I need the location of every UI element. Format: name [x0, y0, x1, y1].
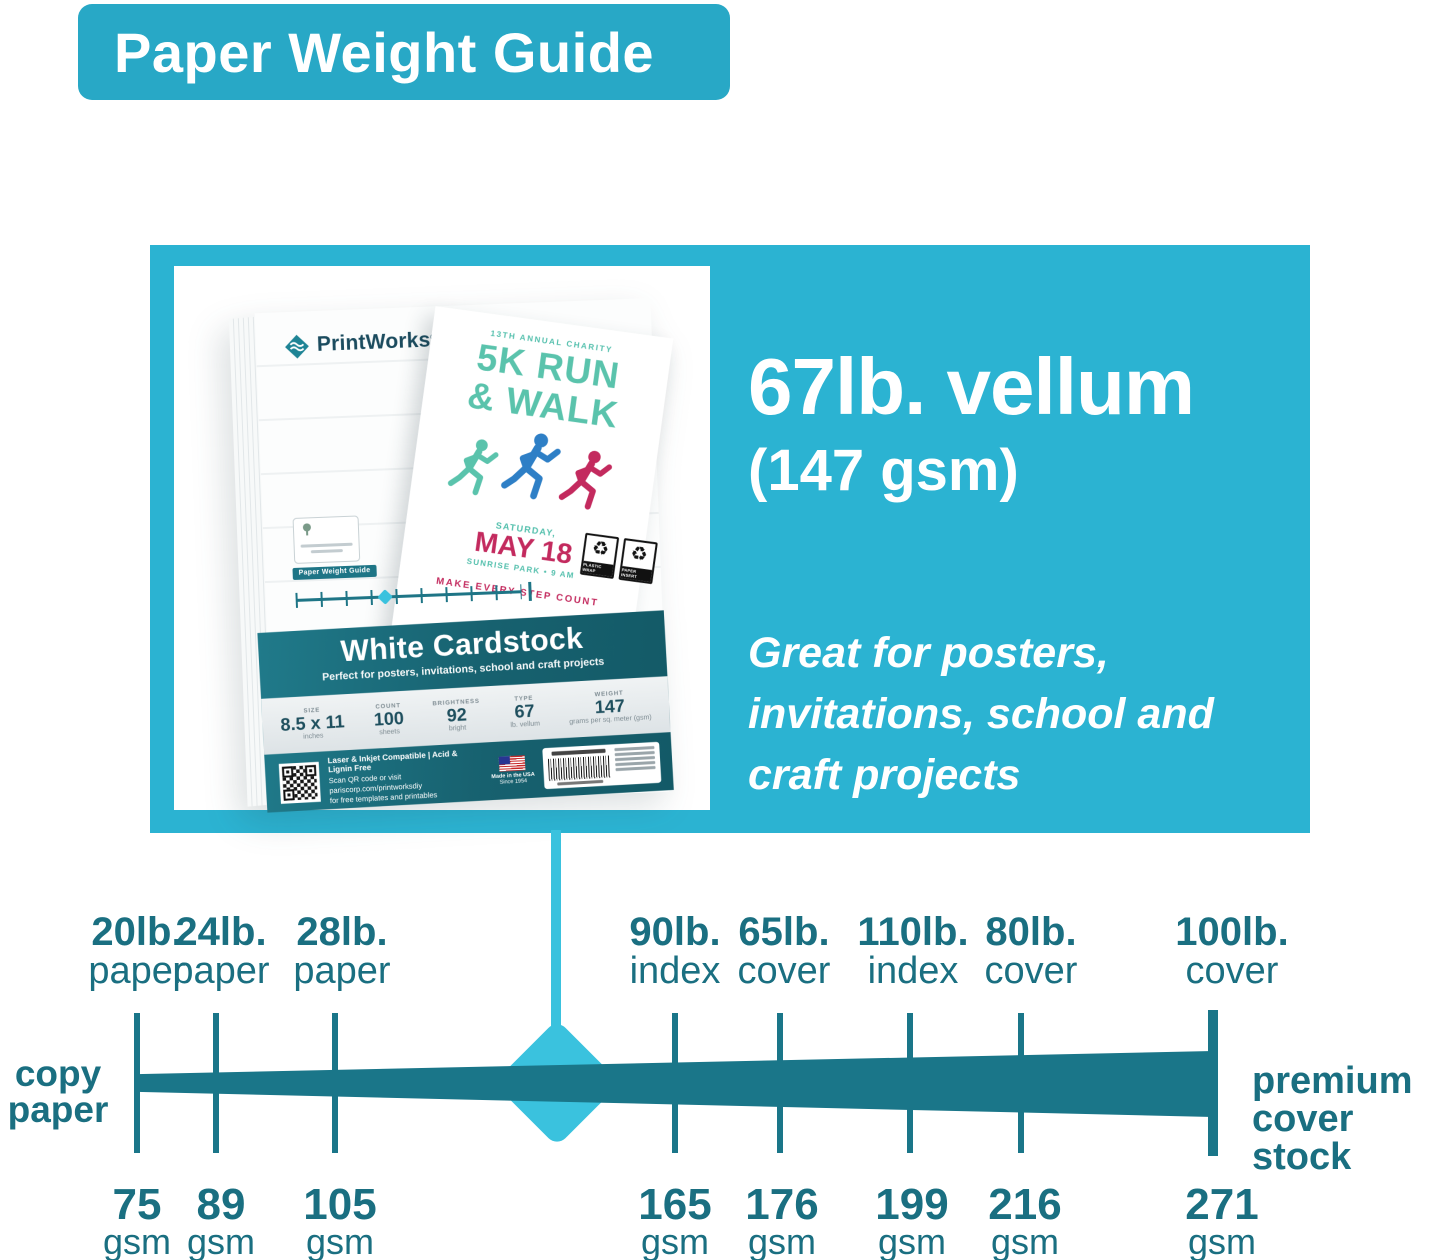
scale-label-80lb: 80lb. cover	[984, 910, 1078, 992]
recycling-icon: ♻ PLASTIC WRAP	[579, 532, 620, 579]
product-photo-box: PrintWorks® 13TH ANNUAL CHARITY 5K RUN &…	[174, 266, 710, 813]
scale-tick-216gsm	[1018, 1013, 1024, 1153]
spec-type: TYPE 67 lb. vellum	[510, 695, 541, 729]
mini-guide-label: Paper Weight Guide	[292, 564, 377, 581]
brand-name: PrintWorks	[316, 328, 431, 356]
spec-count: COUNT 100 sheets	[373, 703, 405, 737]
footer-text: Laser & Inkjet Compatible | Acid & Ligni…	[327, 748, 483, 806]
header-title-box: Paper Weight Guide	[78, 4, 730, 100]
page-title: Paper Weight Guide	[114, 20, 655, 84]
package-bottom-print: White Cardstock Perfect for posters, inv…	[257, 610, 674, 813]
barcode-icon	[547, 755, 612, 782]
scale-right-end-label: premium cover stock	[1252, 1060, 1413, 1178]
barcode-fine-print	[614, 745, 656, 782]
scale-label-90lb: 90lb. index	[629, 910, 721, 992]
spec-weight: WEIGHT 147 grams per sq. meter (gsm)	[569, 690, 652, 726]
runner-blue	[504, 429, 560, 498]
spec-size: SIZE 8.5 x 11 inches	[279, 707, 346, 741]
marker-connector-line	[551, 830, 561, 1048]
scale-gsm-216: 216 gsm	[988, 1180, 1062, 1260]
runner-teal	[450, 435, 498, 493]
scale-label-24lb: 24lb. paper	[172, 910, 270, 992]
scale-tick-105gsm	[332, 1013, 338, 1153]
spec-brightness: BRIGHTNESS 92 bright	[432, 698, 480, 733]
qr-code	[278, 761, 321, 804]
scale-label-20lb: 20lb. paper	[88, 910, 186, 992]
scale-left-end-label: copy paper	[7, 1053, 109, 1130]
scale-tick-271gsm	[1208, 1010, 1218, 1156]
scale-label-28lb: 28lb. paper	[293, 910, 391, 992]
package-mini-weight-guide: Paper Weight Guide	[292, 552, 558, 616]
recycling-icon: ♻ PAPER INSERT	[618, 538, 658, 585]
scale-tick-176gsm	[777, 1013, 783, 1153]
product-highlight-panel: PrintWorks® 13TH ANNUAL CHARITY 5K RUN &…	[150, 245, 1310, 833]
gsm-subhead: (147 gsm)	[748, 438, 1019, 503]
runner-crimson	[561, 447, 611, 509]
scale-label-65lb: 65lb. cover	[737, 910, 831, 992]
scale-gsm-176: 176 gsm	[745, 1180, 819, 1260]
barcode-label	[542, 741, 662, 790]
cardstock-package: PrintWorks® 13TH ANNUAL CHARITY 5K RUN &…	[228, 298, 674, 813]
package-front: PrintWorks® 13TH ANNUAL CHARITY 5K RUN &…	[254, 298, 674, 813]
scale-gsm-105: 105 gsm	[303, 1180, 377, 1260]
use-case-description: Great for posters, invitations, school a…	[748, 629, 1214, 800]
scale-label-110lb: 110lb. index	[857, 910, 969, 992]
recycle-plastic-caption: PLASTIC WRAP	[582, 560, 614, 577]
scale-gsm-75: 75 gsm	[102, 1180, 172, 1260]
scale-gsm-199: 199 gsm	[875, 1180, 949, 1260]
scale-label-100lb: 100lb. cover	[1175, 910, 1289, 992]
printworks-logo-icon	[285, 334, 309, 359]
scale-gsm-271: 271 gsm	[1185, 1180, 1259, 1260]
certification-label	[292, 515, 361, 564]
scale-tick-165gsm	[672, 1013, 678, 1153]
scale-tick-89gsm	[213, 1013, 219, 1153]
tree-icon	[302, 523, 311, 536]
us-flag-icon	[498, 755, 526, 772]
made-in-usa-block: Made in the USA Since 1954	[490, 755, 535, 786]
weight-headline: 67lb. vellum	[748, 342, 1195, 431]
scale-tick-75gsm	[134, 1013, 140, 1153]
printworks-logo: PrintWorks®	[283, 328, 436, 360]
scale-tick-199gsm	[907, 1013, 913, 1153]
scale-gsm-89: 89 gsm	[186, 1180, 256, 1260]
scale-gsm-165: 165 gsm	[638, 1180, 712, 1260]
recycle-paper-caption: PAPER INSERT	[620, 566, 653, 582]
